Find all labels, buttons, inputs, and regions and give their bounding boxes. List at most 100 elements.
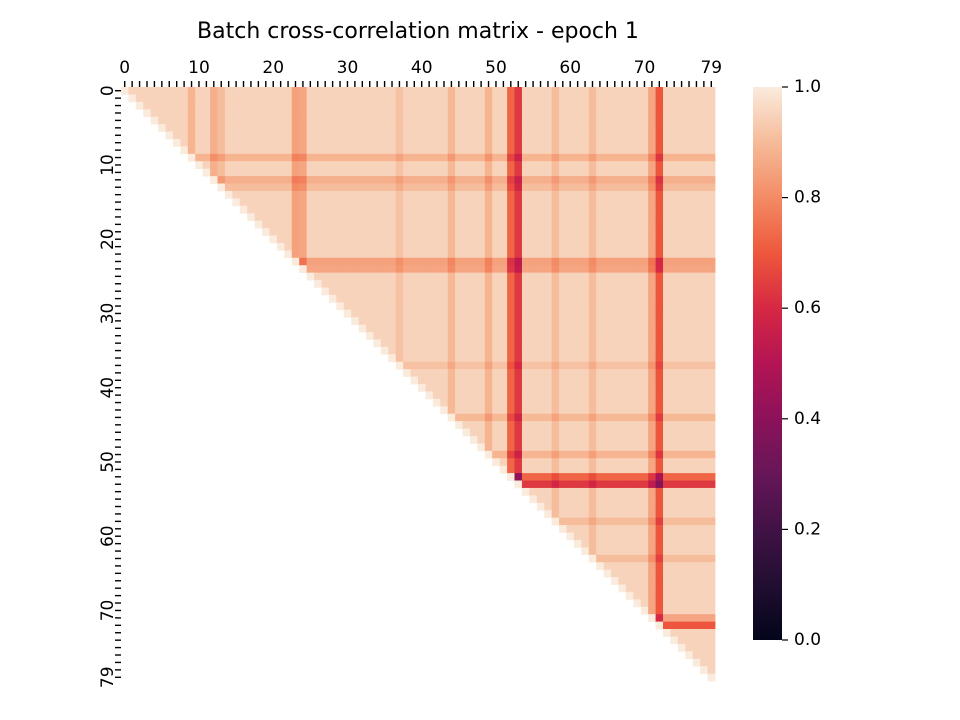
heatmap-cell [640,131,649,140]
heatmap-cell [670,473,679,481]
heatmap-cell [573,183,582,192]
heatmap-cell [611,257,619,266]
heatmap-cell [685,384,694,392]
heatmap-cell [663,168,671,177]
heatmap-cell [366,220,374,229]
heatmap-cell [625,577,634,585]
heatmap-cell [596,265,605,274]
heatmap-cell [143,109,152,118]
heatmap-cell [492,354,501,363]
heatmap-cell [655,473,664,481]
heatmap-cell [640,153,649,162]
heatmap-cell [388,183,397,192]
heatmap-cell [648,131,656,140]
heatmap-cell [529,138,538,147]
heatmap-cell [677,577,686,585]
heatmap-cell [514,376,523,385]
heatmap-cell [432,213,441,222]
heatmap-cell [603,101,612,110]
heatmap-cell [677,228,686,236]
heatmap-cell [677,131,686,140]
heatmap-cell [581,391,590,400]
heatmap-cell [655,205,664,214]
heatmap-cell [677,562,686,571]
heatmap-cell [418,257,426,266]
heatmap-cell [633,124,642,132]
heatmap-cell [544,495,553,504]
heatmap-cell [351,317,359,325]
heatmap-cell [685,220,694,229]
heatmap-cell [559,101,567,110]
heatmap-cell [536,458,545,467]
heatmap-cell [536,495,545,504]
heatmap-cell [700,539,708,548]
heatmap-cell [618,257,627,266]
heatmap-cell [640,599,649,608]
heatmap-cell [611,198,619,207]
heatmap-cell [469,131,478,140]
heatmap-cell [380,109,389,118]
heatmap-cell [655,517,664,526]
heatmap-cell [536,309,545,318]
heatmap-cell [618,317,627,325]
heatmap-cell [314,131,322,140]
heatmap-cell [648,473,656,481]
heatmap-cell [655,458,664,467]
heatmap-cell [455,205,463,214]
heatmap-cell [187,87,196,95]
heatmap-cell [603,213,612,222]
heatmap-cell [573,242,582,251]
heatmap-cell [306,153,315,162]
heatmap-cell [611,406,619,415]
heatmap-cell [670,361,679,370]
heatmap-cell [388,116,397,125]
heatmap-cell [499,465,508,474]
heatmap-cell [284,228,293,236]
heatmap-cell [536,250,545,259]
heatmap-cell [499,324,508,333]
heatmap-cell [447,376,456,385]
heatmap-cell [544,183,553,192]
heatmap-cell [573,235,582,244]
heatmap-cell [455,190,463,199]
heatmap-cell [403,242,411,251]
heatmap-cell [247,190,256,199]
heatmap-cell [692,242,701,251]
heatmap-cell [328,272,337,281]
heatmap-cell [611,539,619,548]
heatmap-cell [707,554,716,563]
heatmap-cell [640,443,649,452]
heatmap-cell [373,213,382,222]
heatmap-cell [707,599,716,608]
heatmap-cell [663,265,671,274]
heatmap-cell [469,421,478,429]
heatmap-cell [210,109,218,118]
heatmap-cell [492,220,501,229]
heatmap-cell [507,205,515,214]
heatmap-cell [373,332,382,340]
heatmap-cell [514,250,523,259]
heatmap-cell [492,435,501,444]
heatmap-cell [321,265,330,274]
heatmap-cell [425,376,434,385]
heatmap-cell [306,146,315,155]
heatmap-cell [692,354,701,363]
heatmap-cell [418,376,426,385]
heatmap-cell [521,116,530,125]
heatmap-cell [596,487,605,496]
heatmap-cell [618,153,627,162]
heatmap-cell [588,525,597,533]
heatmap-cell [507,116,515,125]
heatmap-cell [358,190,367,199]
heatmap-cell [559,354,567,363]
heatmap-cell [262,87,270,95]
heatmap-cell [655,443,664,452]
heatmap-cell [648,332,656,340]
heatmap-cell [663,332,671,340]
heatmap-cell [618,324,627,333]
heatmap-cell [648,554,656,563]
heatmap-cell [670,532,679,541]
heatmap-cell [492,131,501,140]
heatmap-cell [655,502,664,511]
